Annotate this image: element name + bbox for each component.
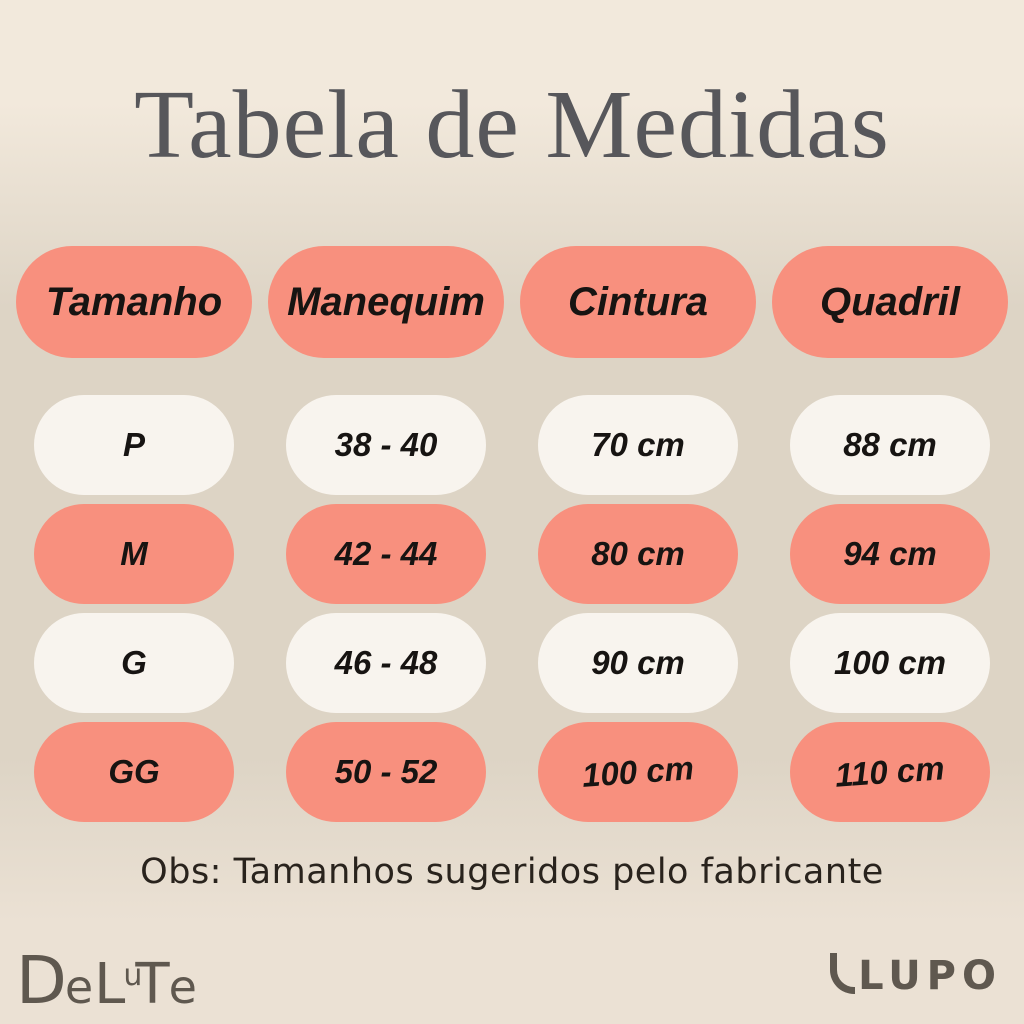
- cell-pill: 42 - 44: [286, 504, 486, 604]
- header-cell: Cintura: [520, 246, 756, 358]
- cell-value: G: [121, 644, 147, 681]
- table-cell: 70 cm: [520, 395, 756, 495]
- brand-letter: D: [16, 942, 67, 1019]
- table-cell: G: [16, 613, 252, 713]
- cell-pill: 100 cm: [538, 722, 738, 822]
- header-pill: Cintura: [520, 246, 756, 358]
- table-cell: 42 - 44: [268, 504, 504, 604]
- brand-letter: e: [64, 960, 94, 1014]
- header-pill: Tamanho: [16, 246, 252, 358]
- header-cell: Quadril: [772, 246, 1008, 358]
- header-pill: Manequim: [268, 246, 504, 358]
- cell-value: 110 cm: [834, 749, 946, 794]
- brand-letter: L: [94, 952, 126, 1017]
- table-row: P 38 - 40 70 cm 88 cm: [16, 395, 1008, 495]
- table-row: G 46 - 48 90 cm 100 cm: [16, 613, 1008, 713]
- table-cell: P: [16, 395, 252, 495]
- cell-pill: 38 - 40: [286, 395, 486, 495]
- size-table: Tamanho Manequim Cintura Quadril P 38 - 40 70 …: [16, 246, 1008, 822]
- table-header-row: Tamanho Manequim Cintura Quadril: [16, 246, 1008, 358]
- cell-value: M: [120, 535, 148, 572]
- cell-value: 100 cm: [580, 749, 696, 794]
- table-cell: GG: [16, 722, 252, 822]
- cell-pill: 70 cm: [538, 395, 738, 495]
- cell-pill: 94 cm: [790, 504, 990, 604]
- cell-pill: G: [34, 613, 234, 713]
- header-cell: Manequim: [268, 246, 504, 358]
- table-cell: 46 - 48: [268, 613, 504, 713]
- header-label: Cintura: [568, 279, 708, 324]
- header-cell: Tamanho: [16, 246, 252, 358]
- cell-pill: 110 cm: [790, 722, 990, 822]
- cell-value: 70 cm: [591, 426, 685, 463]
- brand-letter: u: [123, 958, 143, 993]
- cell-pill: 100 cm: [790, 613, 990, 713]
- table-cell: 88 cm: [772, 395, 1008, 495]
- cell-pill: 80 cm: [538, 504, 738, 604]
- cell-value: 50 - 52: [334, 753, 438, 790]
- cell-pill: 90 cm: [538, 613, 738, 713]
- table-cell: 38 - 40: [268, 395, 504, 495]
- table-cell: 100 cm: [520, 722, 756, 822]
- cell-pill: 46 - 48: [286, 613, 486, 713]
- cell-value: GG: [108, 753, 160, 790]
- page-title: Tabela de Medidas: [134, 71, 890, 179]
- cell-value: 90 cm: [591, 644, 685, 681]
- header-label: Manequim: [287, 279, 485, 324]
- table-cell: 94 cm: [772, 504, 1008, 604]
- lupo-swoosh-icon: [830, 953, 856, 994]
- cell-value: 80 cm: [591, 535, 685, 572]
- header-pill: Quadril: [772, 246, 1008, 358]
- brand-letter: T: [135, 952, 170, 1017]
- brand-letter: e: [168, 960, 197, 1014]
- table-row: M 42 - 44 80 cm 94 cm: [16, 504, 1008, 604]
- cell-value: 94 cm: [843, 535, 937, 572]
- table-cell: 50 - 52: [268, 722, 504, 822]
- header-label: Tamanho: [45, 279, 223, 324]
- cell-pill: 88 cm: [790, 395, 990, 495]
- table-cell: 80 cm: [520, 504, 756, 604]
- cell-value: 88 cm: [843, 426, 937, 463]
- cell-value: 42 - 44: [334, 535, 438, 572]
- table-cell: M: [16, 504, 252, 604]
- brand-logo-lupo-text: LUPO: [858, 953, 1002, 999]
- cell-value: 100 cm: [834, 644, 946, 681]
- header-label: Quadril: [819, 279, 961, 324]
- cell-pill: P: [34, 395, 234, 495]
- cell-pill: GG: [34, 722, 234, 822]
- table-cell: 110 cm: [772, 722, 1008, 822]
- manufacturer-note: Obs: Tamanhos sugeridos pelo fabricante: [140, 852, 884, 892]
- cell-value: P: [122, 426, 145, 463]
- cell-value: 46 - 48: [334, 644, 438, 681]
- table-row: GG 50 - 52 100 cm 110 cm: [16, 722, 1008, 822]
- cell-value: 38 - 40: [334, 426, 438, 463]
- cell-pill: M: [34, 504, 234, 604]
- brand-logo-lupo: LUPO: [830, 953, 1002, 996]
- table-cell: 90 cm: [520, 613, 756, 713]
- table-cell: 100 cm: [772, 613, 1008, 713]
- cell-pill: 50 - 52: [286, 722, 486, 822]
